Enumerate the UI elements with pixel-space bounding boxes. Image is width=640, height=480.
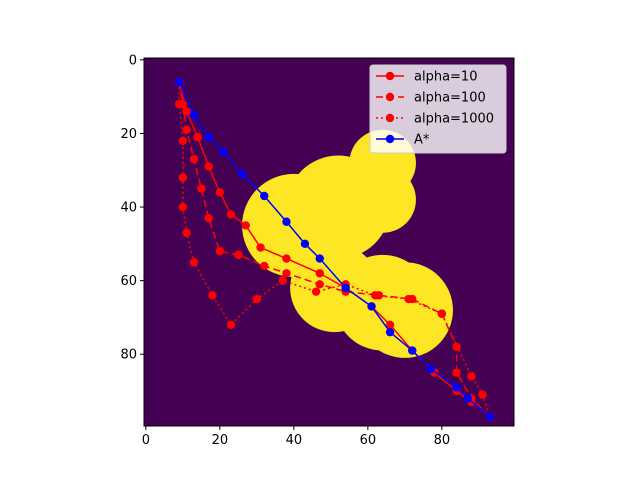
- data-point: [452, 383, 461, 392]
- data-point: [204, 213, 213, 223]
- data-point: [341, 283, 350, 293]
- data-point: [260, 191, 269, 201]
- data-point: [452, 368, 461, 377]
- legend-entry: alpha=100: [376, 91, 486, 106]
- legend-label: A*: [414, 133, 430, 148]
- data-point: [485, 412, 495, 421]
- data-point: [404, 294, 413, 304]
- legend-label: alpha=100: [414, 91, 486, 106]
- x-tick-label: 80: [434, 433, 451, 448]
- data-point: [408, 346, 417, 355]
- data-point: [282, 217, 291, 226]
- data-point: [178, 202, 188, 212]
- x-tick-label: 0: [142, 433, 150, 448]
- data-point: [385, 320, 395, 329]
- data-point: [215, 188, 225, 197]
- data-point: [219, 147, 228, 157]
- legend-entry: A*: [376, 133, 430, 148]
- x-tick-label: 40: [286, 433, 303, 448]
- legend-label: alpha=1000: [414, 112, 494, 127]
- y-tick-label: 0: [129, 53, 137, 68]
- data-point: [463, 394, 472, 403]
- data-point: [241, 221, 250, 230]
- data-point: [234, 250, 243, 260]
- data-point: [226, 210, 236, 219]
- data-point: [237, 169, 247, 179]
- data-point: [193, 132, 202, 142]
- legend-label: alpha=10: [414, 70, 477, 85]
- x-tick-label: 60: [360, 433, 377, 448]
- y-tick-label: 60: [120, 274, 137, 289]
- data-point: [315, 254, 324, 263]
- data-point: [371, 291, 380, 300]
- data-point: [174, 99, 184, 109]
- legend-marker: [385, 71, 395, 81]
- data-point: [197, 184, 206, 193]
- plot-frame: [143, 57, 515, 427]
- obstacle-region: [349, 166, 416, 233]
- legend-entry: alpha=10: [376, 70, 477, 85]
- x-axis: 0 20 40 60 80: [142, 426, 450, 448]
- legend-entry: alpha=1000: [376, 112, 494, 127]
- data-point: [478, 390, 487, 399]
- data-point: [178, 173, 188, 182]
- data-point: [260, 261, 269, 271]
- data-point: [189, 258, 199, 267]
- y-axis: 0 20 40 60 80: [120, 53, 144, 363]
- data-point: [256, 243, 265, 252]
- obstacle-region: [334, 254, 431, 351]
- data-point: [300, 239, 310, 249]
- y-tick-label: 40: [120, 201, 137, 216]
- data-point: [278, 276, 287, 285]
- obstacle-layer: [242, 129, 453, 358]
- data-point: [182, 228, 191, 237]
- legend: alpha=10 alpha=100 alpha=1000 A*: [369, 64, 507, 154]
- data-point: [178, 136, 188, 145]
- data-point: [467, 372, 476, 381]
- data-point: [226, 320, 236, 329]
- data-point: [204, 162, 213, 171]
- data-point: [452, 342, 461, 352]
- series-line: [178, 81, 491, 418]
- data-point: [204, 132, 213, 142]
- data-point: [367, 302, 376, 311]
- data-point: [282, 269, 291, 278]
- y-tick-label: 80: [120, 348, 137, 363]
- data-point: [385, 327, 395, 337]
- legend-marker: [385, 92, 395, 102]
- legend-marker: [385, 134, 395, 144]
- series-A*: [174, 77, 495, 421]
- data-point: [208, 291, 217, 300]
- data-point: [182, 107, 191, 116]
- y-tick-label: 20: [120, 127, 137, 142]
- series-layer: [174, 77, 495, 421]
- data-point: [215, 247, 225, 256]
- data-point: [189, 110, 199, 120]
- legend-box: [369, 64, 507, 154]
- data-point: [315, 269, 324, 278]
- data-point: [174, 77, 184, 87]
- data-point: [437, 309, 447, 318]
- data-point: [311, 287, 321, 296]
- legend-marker: [385, 113, 395, 123]
- data-point: [252, 294, 262, 304]
- data-point: [189, 155, 199, 164]
- data-point: [426, 364, 435, 374]
- x-tick-label: 20: [212, 433, 229, 448]
- data-point: [282, 254, 291, 263]
- data-point: [315, 280, 324, 289]
- data-point: [182, 125, 191, 134]
